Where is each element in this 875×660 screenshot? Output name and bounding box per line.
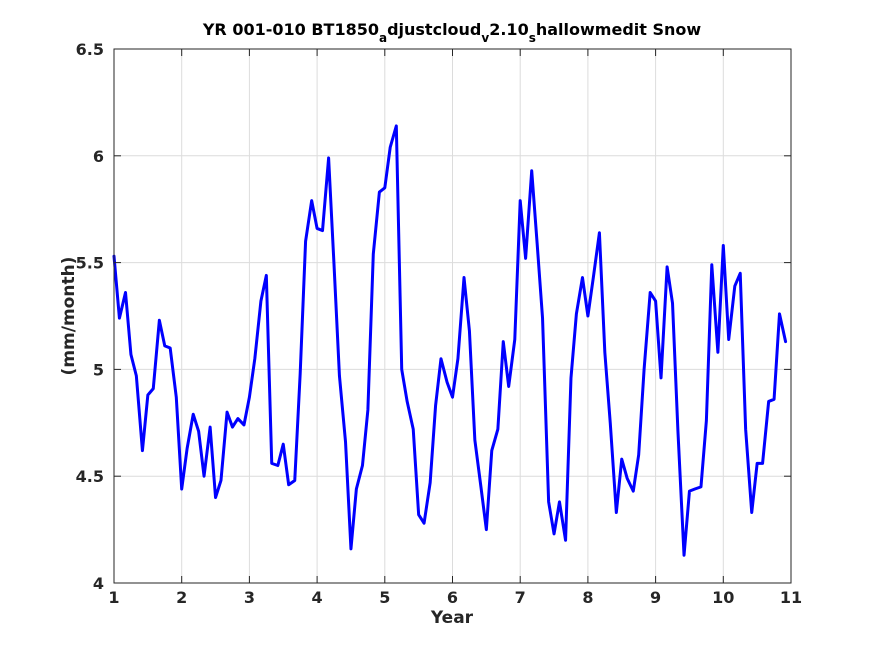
chart-title-part: v	[481, 31, 489, 45]
x-tick-label: 11	[780, 588, 802, 607]
y-tick-label: 5	[93, 360, 104, 379]
series-line	[112, 124, 788, 557]
x-axis-label: Year	[430, 608, 474, 628]
chart-title-part: a	[379, 31, 387, 45]
y-tick-label: 5.5	[76, 254, 104, 273]
x-tick-label: 7	[515, 588, 526, 607]
x-tick-label: 10	[712, 588, 734, 607]
chart-title-part: 2.10	[489, 20, 528, 39]
x-tick-label: 1	[108, 588, 119, 607]
x-tick-label: 6	[447, 588, 458, 607]
chart-title-part: hallowmedit Snow	[536, 20, 702, 39]
y-axis-label: (mm/month)	[59, 257, 79, 376]
x-tick-label: 9	[650, 588, 661, 607]
chart-title: YR 001-010 BT1850adjustcloudv2.10shallow…	[202, 20, 702, 45]
chart-title-part: s	[529, 31, 536, 45]
x-tick-label: 5	[379, 588, 390, 607]
x-tick-label: 3	[244, 588, 255, 607]
y-tick-label: 4.5	[76, 467, 104, 486]
y-tick-label: 6.5	[76, 40, 104, 59]
chart-title-part: djustcloud	[387, 20, 481, 39]
x-tick-label: 8	[582, 588, 593, 607]
ticks	[113, 48, 792, 584]
x-tick-label: 4	[312, 588, 323, 607]
data-layer	[112, 124, 788, 557]
y-tick-label: 4	[93, 574, 104, 593]
y-tick-label: 6	[93, 147, 104, 166]
chart-title-part: YR 001-010 BT1850	[202, 20, 379, 39]
labels: 1 2 3 4 5 6 7 8 9 10 11 4 4.5 5 5.5 6 6.5	[76, 40, 802, 607]
x-tick-label: 2	[176, 588, 187, 607]
